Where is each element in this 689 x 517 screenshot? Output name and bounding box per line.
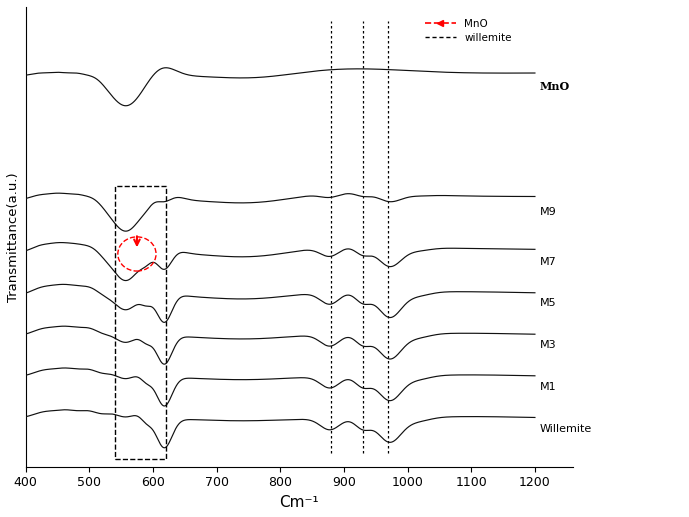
Text: MnO: MnO xyxy=(539,81,570,92)
X-axis label: Cm⁻¹: Cm⁻¹ xyxy=(280,495,319,510)
Text: M5: M5 xyxy=(539,298,556,308)
Text: M3: M3 xyxy=(539,340,556,350)
Text: M1: M1 xyxy=(539,382,556,392)
Text: Willemite: Willemite xyxy=(539,424,592,434)
Text: M9: M9 xyxy=(539,207,556,217)
Bar xyxy=(114,186,165,459)
Text: M7: M7 xyxy=(539,256,556,267)
Legend: MnO, willemite: MnO, willemite xyxy=(420,14,516,47)
Y-axis label: Transmittance(a.u.): Transmittance(a.u.) xyxy=(7,172,20,302)
